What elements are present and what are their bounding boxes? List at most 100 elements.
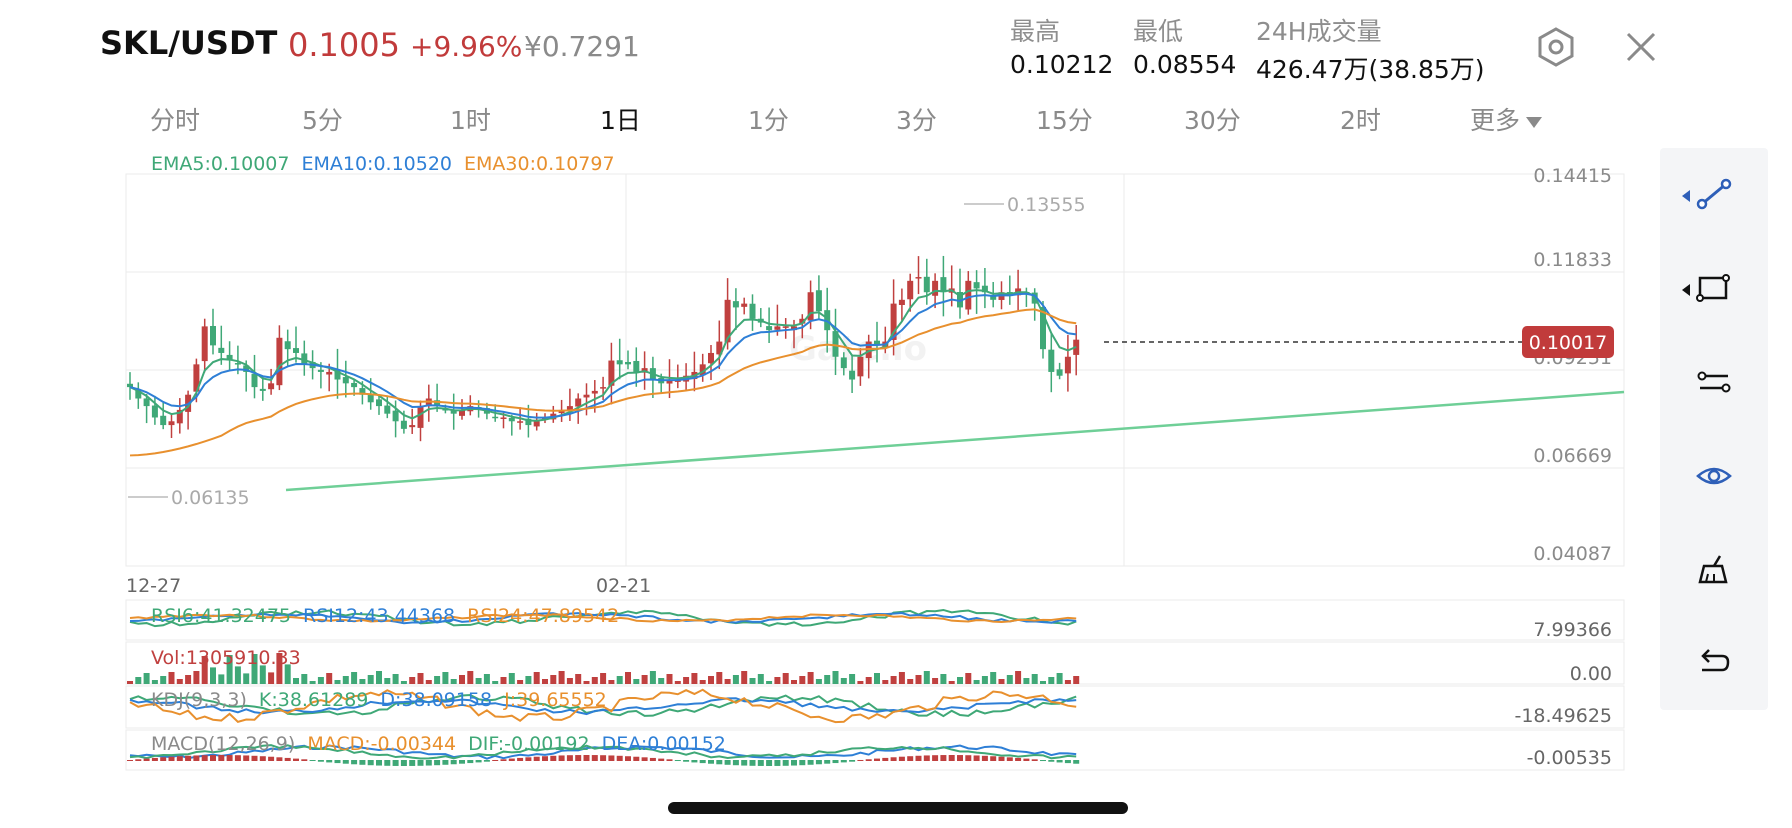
candle-body [293,348,299,353]
indicator-value: KDJ(9,3,3) [151,689,247,711]
candle-body [766,326,773,331]
macd-histogram-bar [483,760,490,762]
indicator-value: RSI6:41.32475 [151,605,291,627]
candle-body [127,383,133,388]
candle-body [326,371,333,375]
volume-bar [301,674,308,684]
undo-button[interactable] [1660,634,1768,690]
indicator-value: D:38.09158 [380,689,492,711]
candle-body [276,337,283,386]
visibility-toggle[interactable] [1660,448,1768,504]
candle-body [633,360,640,372]
macd-histogram-bar [342,760,349,764]
expand-arrow-icon [1682,190,1690,202]
candle-body [965,280,972,310]
volume-bar [293,678,299,684]
macd-histogram-bar [633,756,640,761]
rsi12-line [129,612,1077,625]
volume-bar [732,675,739,684]
candle-body [832,331,839,357]
macd-histogram-bar [176,756,183,761]
volume-bar [384,678,391,684]
current-price-text: 0.10017 [1529,332,1608,354]
candle-body [782,326,789,328]
interval-tab[interactable]: 3分 [896,106,937,135]
volume-bar [948,681,955,684]
support-trendline [285,390,1625,492]
close-icon[interactable] [1624,30,1658,68]
macd-histogram-bar [143,758,150,761]
volume-bar [957,677,963,684]
price-axis-label: 0.04087 [1533,543,1612,565]
volume-bar [127,681,133,684]
interval-tab[interactable]: 1时 [450,106,491,135]
volume-bar [591,677,598,684]
candle-body [359,388,366,395]
indicator-value: J:39.65552 [503,689,607,711]
macd-histogram-bar [542,756,548,761]
macd-histogram-bar [284,757,291,761]
indicator-value: RSI24:47.89542 [467,605,619,627]
interval-tab[interactable]: 15分 [1036,106,1093,135]
macd-histogram-bar [276,757,283,761]
candle-body [741,303,748,307]
volume-bar [865,677,872,684]
volume-bar [450,679,457,684]
interval-tab-active[interactable]: 1日 [600,106,641,135]
volume-bar [774,677,781,684]
clear-drawings[interactable] [1660,542,1768,598]
settings-icon[interactable] [1535,26,1577,72]
volume-bar [376,671,382,684]
candles [127,255,1080,442]
price-change-percent: +9.96% [410,30,523,63]
interval-tab[interactable]: 1分 [748,106,789,135]
macd-histogram-bar [525,757,532,761]
interval-tab[interactable]: 2时 [1340,106,1381,135]
trading-pair[interactable]: SKL/USDT [100,24,278,62]
candle-body [1056,369,1063,376]
more-label: 更多 [1470,106,1521,135]
macd-histogram-bar [459,760,465,764]
macd-histogram-bar [317,760,324,762]
interval-tabs: 分时 5分 1时 1日 1分 3分 15分 30分 2时 更多 [126,101,1546,141]
interval-tab-more[interactable]: 更多 [1470,101,1543,137]
interval-tab[interactable]: 5分 [302,106,343,135]
indicator-value: EMA5:0.10007 [151,153,289,175]
volume-bar [749,678,756,684]
line-tool[interactable] [1660,166,1768,222]
macd-histogram-bar [666,759,673,761]
macd-histogram-bar [774,760,781,766]
volume-bar [168,672,175,684]
candle-body [732,301,739,308]
vol-axis-label: 0.00 [1570,663,1612,685]
interval-tab[interactable]: 30分 [1184,106,1241,135]
volume-bar [791,680,797,684]
price-axis-label: 0.11833 [1533,249,1612,271]
candle-body [824,310,831,331]
volume-bar [724,679,731,684]
volume-bar [1023,678,1030,684]
macd-histogram-bar [815,760,822,765]
macd-histogram-bar [782,760,789,766]
candle-body [1064,356,1071,374]
macd-histogram-bar [566,755,573,761]
volume-bar [359,679,366,684]
volume-bar [932,678,939,684]
channel-tool[interactable] [1660,354,1768,410]
ema5-line [129,289,1077,422]
macd-histogram-bar [799,760,806,766]
macd-histogram-bar [998,756,1005,761]
macd-histogram-bar [832,760,839,764]
macd-histogram-bar [923,755,930,761]
volume-bar [882,680,889,684]
candle-body [210,325,216,346]
interval-tab[interactable]: 分时 [150,106,201,135]
volume-bar [741,671,748,684]
volume-bar [342,676,349,684]
macd-histogram-bar [1064,760,1071,764]
macd-histogram-bar [898,756,905,761]
volume-bar [1056,673,1063,684]
volume-bar [500,677,507,684]
shape-tool[interactable] [1660,260,1768,316]
